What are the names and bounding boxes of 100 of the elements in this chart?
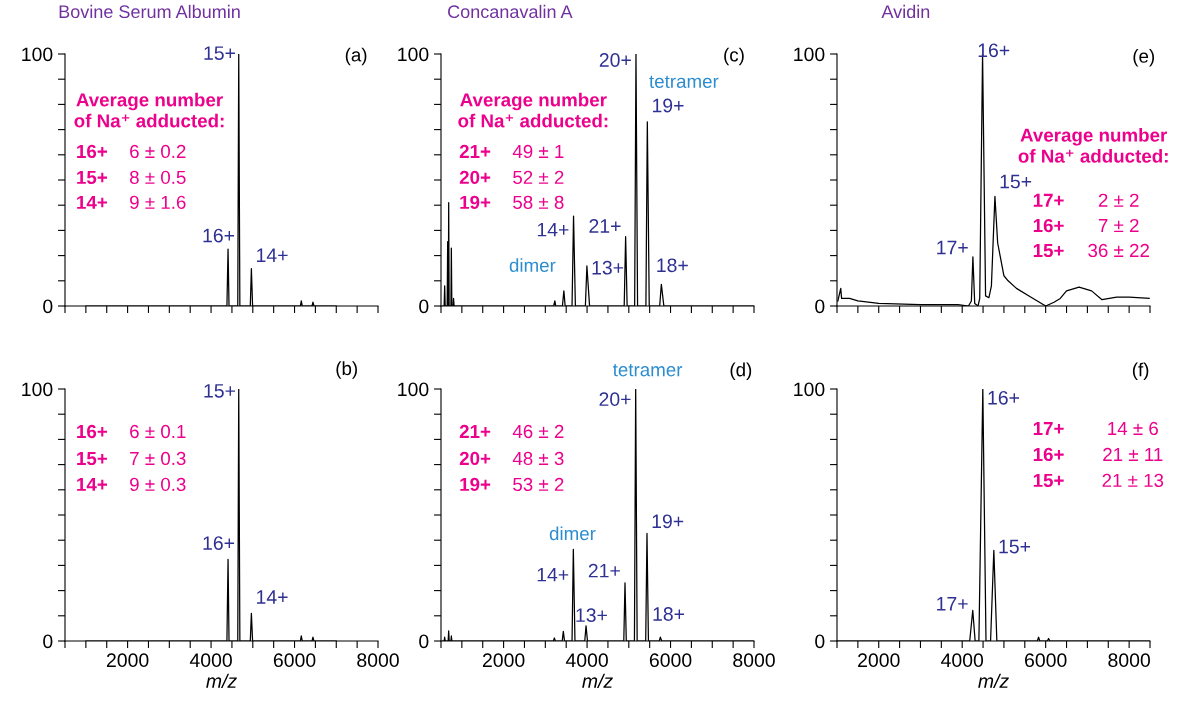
annotation: 8 ± 0.5 <box>129 170 186 185</box>
annotation: 14+ <box>77 477 107 491</box>
annotation: 16+ <box>988 390 1020 405</box>
annotation: Average number of Na⁺ adducted: <box>74 92 224 128</box>
annotation: 6 ± 0.1 <box>130 424 186 439</box>
annotation: 17+ <box>1033 422 1064 435</box>
annotation: 16+ <box>203 536 235 550</box>
annotation: 18+ <box>653 607 685 621</box>
x-tick-label: 6000 <box>649 653 692 668</box>
x-axis-title: m/z <box>206 673 237 688</box>
annotation: 6 ± 0.2 <box>130 144 186 159</box>
annotation: 15+ <box>1033 473 1064 488</box>
annotation: 13+ <box>576 608 607 623</box>
annotation: (c) <box>724 47 744 66</box>
x-axis-title: m/z <box>978 673 1009 688</box>
annotation: 20+ <box>459 451 491 466</box>
y-tick-label: 100 <box>398 47 429 62</box>
annotation: 9 ± 1.6 <box>130 195 186 209</box>
annotation: 9 ± 0.3 <box>130 477 186 492</box>
annotation: 14+ <box>257 248 288 262</box>
y-tick-label: 0 <box>419 634 429 649</box>
annotation: 16+ <box>1033 218 1064 233</box>
y-tick-label: 100 <box>398 382 429 397</box>
annotation: 19+ <box>460 195 491 209</box>
y-tick-label: 100 <box>794 382 825 397</box>
annotation: 15+ <box>204 384 235 398</box>
y-tick-label: 100 <box>22 382 53 397</box>
annotation: 14+ <box>537 567 569 582</box>
annotation: 18+ <box>657 258 688 273</box>
annotation: 21 ± 11 <box>1103 447 1163 461</box>
annotation: 16+ <box>77 424 107 439</box>
chart-title: Avidin <box>881 4 930 19</box>
y-tick-label: 100 <box>22 47 53 62</box>
annotation: 14+ <box>77 195 107 209</box>
annotation: 7 ± 2 <box>1098 218 1139 232</box>
annotation: 20+ <box>599 53 631 67</box>
annotation: 53 ± 2 <box>513 477 564 492</box>
text: (f) <box>1132 362 1149 381</box>
annotation: (e) <box>1133 49 1155 67</box>
x-tick-label: 6000 <box>273 653 316 668</box>
y-tick-label: 0 <box>43 299 53 314</box>
annotation: 46 ± 2 <box>512 424 564 439</box>
annotation: Average number of Na⁺ adducted: <box>458 92 608 128</box>
annotation: 14 ± 6 <box>1108 421 1158 436</box>
annotation: 19+ <box>460 477 491 492</box>
annotation: 15+ <box>77 170 107 185</box>
annotation: 21+ <box>459 424 491 438</box>
annotation: 19+ <box>652 98 684 113</box>
annotation: 17+ <box>1033 193 1064 207</box>
annotation: 21+ <box>459 144 491 158</box>
annotation: 52 ± 2 <box>513 170 564 185</box>
y-tick-label: 100 <box>794 47 825 62</box>
annotation: 14+ <box>537 222 569 237</box>
annotation: 2 ± 2 <box>1098 193 1139 207</box>
annotation: 20+ <box>459 170 491 185</box>
annotation: (a) <box>345 47 367 66</box>
annotation: 15+ <box>1000 174 1032 189</box>
text: (d) <box>730 362 752 381</box>
annotation: dimer <box>549 526 596 541</box>
text: tetramer <box>612 364 683 377</box>
annotation: 16+ <box>978 43 1010 58</box>
y-tick-label: 0 <box>815 299 825 314</box>
x-tick-label: 2000 <box>482 653 525 668</box>
annotation: tetramer <box>649 75 719 89</box>
annotation: 48 ± 3 <box>512 451 564 466</box>
annotation: 16+ <box>203 228 235 243</box>
x-tick-label: 8000 <box>733 653 775 668</box>
x-tick-label: 8000 <box>357 653 399 668</box>
annotation: 15+ <box>77 452 107 466</box>
x-axis-title: m/z <box>582 673 613 688</box>
x-tick-label: 4000 <box>565 653 608 668</box>
annotation: 15+ <box>204 46 235 60</box>
annotation: 15+ <box>1033 244 1064 258</box>
annotation: 49 ± 1 <box>512 144 564 159</box>
annotation: 58 ± 8 <box>513 195 564 209</box>
text: (b) <box>336 361 357 379</box>
annotation: 13+ <box>592 260 624 275</box>
y-tick-label: 0 <box>419 299 429 314</box>
chart-title: Concanavalin A <box>448 4 573 19</box>
annotation: 36 ± 22 <box>1088 243 1149 258</box>
annotation: Average number of Na⁺ adducted: <box>1018 128 1168 163</box>
x-tick-label: 2000 <box>106 653 149 668</box>
annotation: 15+ <box>999 539 1031 554</box>
y-tick-label: 0 <box>815 634 825 649</box>
annotation: 7 ± 0.3 <box>130 451 186 466</box>
annotation: 21+ <box>589 219 621 233</box>
annotation: 19+ <box>652 514 684 529</box>
x-tick-label: 6000 <box>1025 653 1067 668</box>
annotation: 20+ <box>599 392 631 407</box>
annotation: 21 ± 13 <box>1102 473 1164 488</box>
annotation: 17+ <box>937 597 968 611</box>
x-tick-label: 2000 <box>858 653 900 668</box>
annotation: dimer <box>509 258 556 272</box>
y-tick-label: 0 <box>43 634 53 649</box>
chart-title: Bovine Serum Albumin <box>59 4 240 19</box>
annotation: 16+ <box>77 144 107 159</box>
annotation: 21+ <box>588 563 620 578</box>
x-tick-label: 4000 <box>941 653 984 668</box>
x-tick-label: 4000 <box>189 653 232 668</box>
annotation: 14+ <box>257 590 288 604</box>
